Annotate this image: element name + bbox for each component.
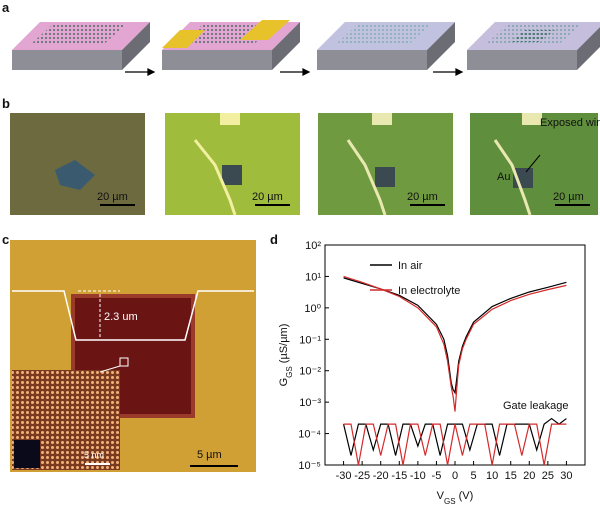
x-tick-label: -30 bbox=[336, 470, 352, 482]
x-tick-label: 0 bbox=[452, 470, 458, 482]
x-tick-label: -15 bbox=[391, 470, 407, 482]
y-tick-label: 10¹ bbox=[305, 271, 321, 283]
x-tick-label: -25 bbox=[354, 470, 370, 482]
x-tick-label: 20 bbox=[523, 470, 535, 482]
x-tick-label: 25 bbox=[542, 470, 554, 482]
y-tick-label: 10⁻⁵ bbox=[298, 460, 321, 472]
scale-bar-label: 5 µm bbox=[197, 449, 222, 461]
arrows bbox=[125, 68, 464, 76]
afm-image bbox=[10, 240, 256, 472]
leakage-line bbox=[343, 423, 567, 466]
y-tick-label: 10² bbox=[305, 240, 321, 252]
y-axis-label-unit: (µS/µm) bbox=[278, 324, 290, 367]
x-tick-label: 10 bbox=[486, 470, 498, 482]
series-line bbox=[343, 277, 567, 395]
y-tick-label: 10⁻² bbox=[299, 366, 321, 378]
panel-label: b bbox=[2, 96, 10, 111]
x-axis-label-unit: (V) bbox=[456, 490, 474, 502]
annotation: Au bbox=[497, 171, 510, 183]
x-tick-label: -20 bbox=[373, 470, 389, 482]
panel-label: a bbox=[2, 0, 10, 15]
device-illustrations bbox=[12, 20, 600, 70]
panel-label: c bbox=[2, 232, 9, 247]
y-tick-label: 10⁻⁴ bbox=[298, 429, 321, 441]
panel-label: d bbox=[270, 232, 278, 247]
x-axis-label: VGS (V) bbox=[437, 490, 474, 506]
legend-label: In electrolyte bbox=[398, 285, 460, 297]
y-axis-label-main: G bbox=[278, 378, 290, 387]
series-line bbox=[343, 275, 567, 412]
micrographs bbox=[10, 113, 598, 216]
scale-bar-label: 20 µm bbox=[553, 191, 584, 203]
legend-label: In air bbox=[398, 260, 423, 272]
y-tick-label: 10⁰ bbox=[304, 303, 321, 315]
y-axis-label: GGS (µS/µm) bbox=[278, 324, 294, 387]
x-axis-label-sub: GS bbox=[444, 497, 456, 506]
x-axis-label-main: V bbox=[437, 490, 445, 502]
plot: -30 -25 -20 -15 -10 -5 0 5 10 15 20 25 30 10⁻⁵ 10⁻⁴ 10⁻… bbox=[278, 240, 586, 506]
y-axis-label-sub: GS bbox=[285, 366, 294, 378]
scale-bar-label: 20 µm bbox=[252, 191, 283, 203]
y-tick-label: 10⁻¹ bbox=[299, 334, 321, 346]
depth-label: 2.3 um bbox=[104, 311, 138, 323]
y-tick-label: 10⁻³ bbox=[299, 397, 321, 409]
scale-bar-label: 5 nm bbox=[84, 450, 104, 460]
x-tick-label: -5 bbox=[432, 470, 442, 482]
x-tick-label: 15 bbox=[505, 470, 517, 482]
annotation: Exposed window bbox=[540, 117, 600, 129]
scale-bar-label: 20 µm bbox=[97, 191, 128, 203]
x-tick-label: 5 bbox=[471, 470, 477, 482]
scale-bar-label: 20 µm bbox=[407, 191, 438, 203]
annotation: Gate leakage bbox=[503, 400, 568, 412]
x-tick-label: -10 bbox=[410, 470, 426, 482]
x-tick-label: 30 bbox=[560, 470, 572, 482]
